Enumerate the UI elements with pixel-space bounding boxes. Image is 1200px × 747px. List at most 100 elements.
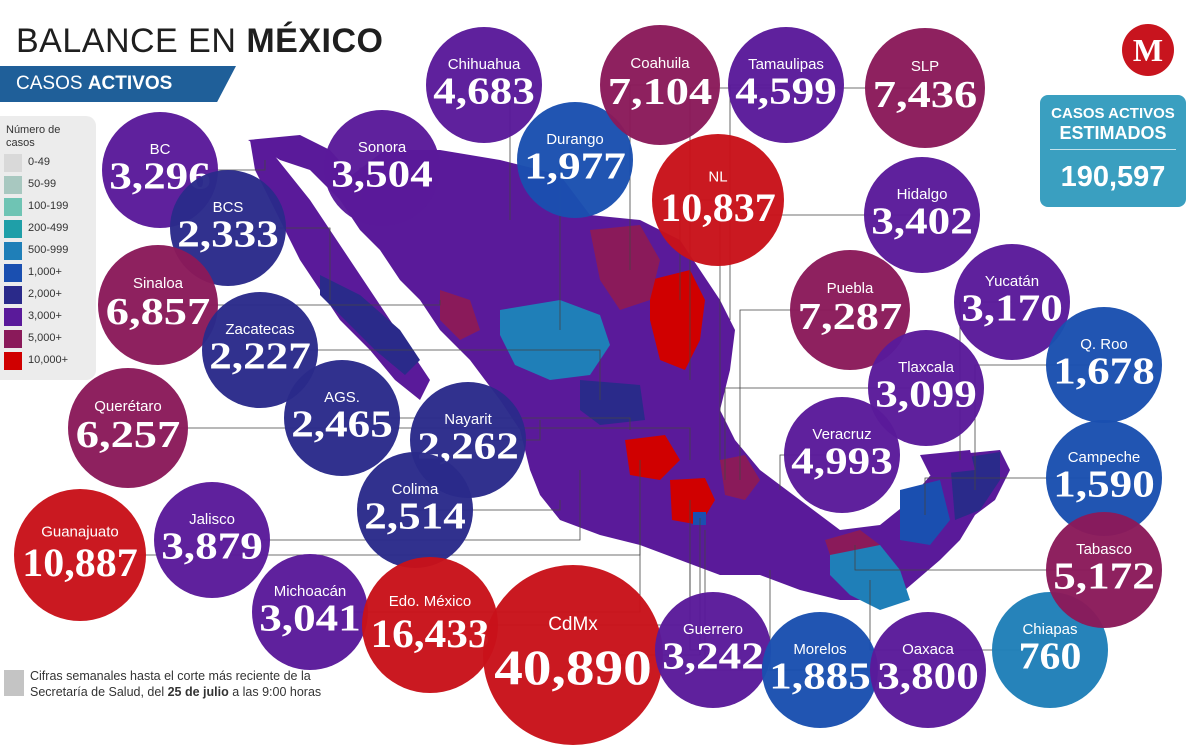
bubble-value: 4,683 — [433, 71, 535, 113]
bubble-coahuila — [600, 25, 720, 145]
bubble-yucat-n — [954, 244, 1070, 360]
bubble-quer-taro — [68, 368, 188, 488]
bubble-bcs — [170, 170, 286, 286]
leader-line — [924, 477, 1104, 515]
bubble-value: 1,977 — [524, 146, 626, 188]
bubble-name: Durango — [546, 131, 604, 148]
leader-line — [854, 545, 1104, 571]
bubble-name: Edo. México — [389, 593, 472, 610]
svg-text:M: M — [1133, 32, 1163, 68]
bubble-name: Hidalgo — [897, 186, 948, 203]
map-zacatecas — [580, 380, 645, 425]
bubble-value: 6,857 — [106, 291, 211, 333]
bubble-name: Zacatecas — [225, 321, 294, 338]
bubble-value: 3,402 — [871, 201, 973, 243]
bubble-value: 3,800 — [877, 656, 979, 698]
legend: Número de casos 0-49 50-99 100-199 200-499 5… — [0, 116, 96, 380]
bubble-durango — [517, 102, 633, 218]
bubble-name: Veracruz — [812, 426, 871, 443]
legend-swatch — [4, 330, 22, 348]
map-yucatan — [920, 450, 975, 475]
legend-label: 200-499 — [28, 222, 69, 234]
bubble-chihuahua — [426, 27, 542, 143]
bubble-value: 3,170 — [961, 288, 1063, 330]
legend-item: 10,000+ — [4, 352, 88, 370]
legend-swatch — [4, 308, 22, 326]
bubble-value: 3,041 — [259, 598, 361, 640]
bubble-name: Sinaloa — [133, 275, 184, 292]
bubble-name: Guanajuato — [41, 524, 119, 541]
bubble-value: 7,436 — [873, 74, 978, 116]
bubble-name: Oaxaca — [902, 641, 954, 658]
bubble-name: Campeche — [1068, 449, 1141, 466]
bubble-value: 3,099 — [875, 374, 977, 416]
legend-item: 100-199 — [4, 198, 88, 216]
bubble-name: Q. Roo — [1080, 336, 1128, 353]
title-regular: BALANCE EN — [16, 22, 247, 60]
bubble-name: Tabasco — [1076, 541, 1132, 558]
map-chiapas — [830, 545, 910, 610]
title-bold: MÉXICO — [246, 22, 384, 60]
bubble-name: Nayarit — [444, 411, 492, 428]
bubble-name: BCS — [213, 199, 244, 216]
bubble-slp — [865, 28, 985, 148]
bubble-value: 2,514 — [364, 496, 466, 538]
bubble-value: 16,433 — [371, 611, 490, 656]
logo-icon: M — [1122, 24, 1174, 76]
subtitle-bold: ACTIVOS — [87, 73, 173, 94]
legend-swatch — [4, 352, 22, 370]
bubble-value: 2,465 — [291, 404, 393, 446]
map-main — [248, 135, 1010, 600]
bubble-name: BC — [150, 141, 171, 158]
estimate-line1: CASOS ACTIVOS — [1051, 105, 1175, 122]
legend-item: 0-49 — [4, 154, 88, 172]
legend-swatch — [4, 154, 22, 172]
subtitle-regular: CASOS — [16, 73, 88, 94]
legend-item: 1,000+ — [4, 264, 88, 282]
estimated-active-cases-box: CASOS ACTIVOS ESTIMADOS 190,597 — [1040, 95, 1186, 207]
legend-label: 100-199 — [28, 200, 69, 212]
bubble-tlaxcala — [868, 330, 984, 446]
bubble-tabasco — [1046, 512, 1162, 628]
bubble-morelos — [762, 612, 878, 728]
footer-date: 25 de julio — [167, 685, 229, 699]
leader-line — [260, 349, 601, 400]
bubble-value: 3,504 — [331, 154, 433, 196]
legend-item: 50-99 — [4, 176, 88, 194]
estimate-value: 190,597 — [1060, 161, 1166, 193]
bubble-sinaloa — [98, 245, 218, 365]
legend-label: 0-49 — [28, 156, 51, 168]
page-title: BALANCE EN MÉXICO — [16, 22, 383, 61]
bubble-name: Querétaro — [94, 398, 162, 415]
legend-item: 500-999 — [4, 242, 88, 260]
legend-label: 2,000+ — [28, 288, 62, 300]
subtitle: CASOS ACTIVOS — [16, 73, 172, 95]
bubble-michoac-n — [252, 554, 368, 670]
footer-swatch — [4, 670, 24, 696]
bubble-name: Yucatán — [985, 273, 1039, 290]
bubble-zacatecas — [202, 292, 318, 408]
bubble-q-roo — [1046, 307, 1162, 423]
legend-label: 500-999 — [28, 244, 69, 256]
bubble-cdmx — [483, 565, 663, 745]
map-shapes — [248, 135, 1010, 610]
bubble-hidalgo — [864, 157, 980, 273]
bubble-name: Guerrero — [683, 621, 743, 638]
bubble-name: SLP — [911, 58, 939, 75]
milenio-logo: M — [1120, 22, 1176, 78]
bubble-value: 4,599 — [735, 71, 837, 113]
estimate-divider — [1050, 149, 1176, 150]
footer-part2: a las 9:00 horas — [228, 685, 322, 699]
bubble-guanajuato — [14, 489, 146, 621]
legend-item: 200-499 — [4, 220, 88, 238]
bubble-name: NL — [708, 169, 727, 186]
bubble-name: Sonora — [358, 139, 407, 156]
bubble-oaxaca — [870, 612, 986, 728]
legend-swatch — [4, 176, 22, 194]
legend-item: 3,000+ — [4, 308, 88, 326]
bubble-edo-m-xico — [362, 557, 498, 693]
bubble-value: 7,287 — [798, 296, 903, 338]
bubble-sonora — [324, 110, 440, 226]
